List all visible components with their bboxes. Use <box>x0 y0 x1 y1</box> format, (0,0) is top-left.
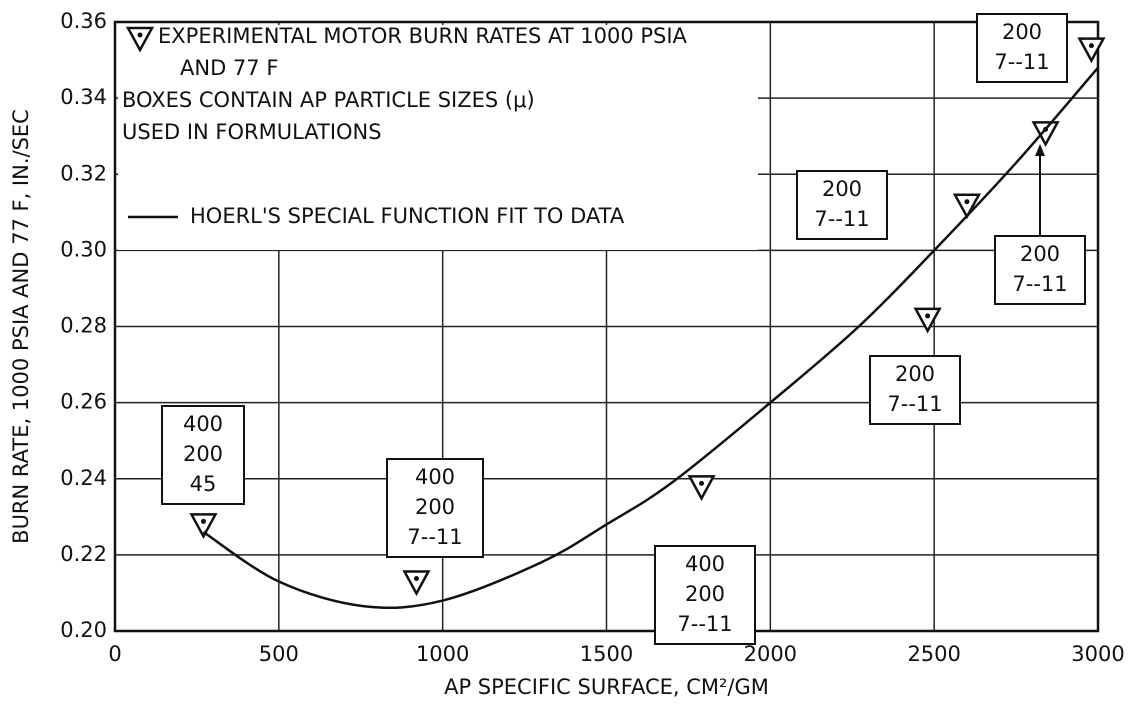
y-axis-label: BURN RATE, 1000 PSIA AND 77 F, IN./SEC <box>9 109 33 544</box>
annotation-text: 200 <box>183 442 223 466</box>
legend-bg <box>118 25 758 250</box>
annotation-text: 400 <box>183 412 223 436</box>
annotation-text: 400 <box>685 552 725 576</box>
annotation-text: 7--11 <box>1012 272 1067 296</box>
x-axis-label: AP SPECIFIC SURFACE, CM²/GM <box>444 675 769 699</box>
marker-triangle <box>687 475 716 501</box>
marker-triangle <box>913 307 942 334</box>
marker-triangle <box>1031 121 1060 147</box>
annotation-text: 200 <box>822 177 862 201</box>
annotation-box <box>654 545 756 645</box>
marker-triangle <box>189 513 218 540</box>
annotation-box <box>161 405 245 505</box>
note: BOXES CONTAIN AP PARTICLE SIZES (μ) USED… <box>122 88 535 144</box>
legend-entry: EXPERIMENTAL MOTOR BURN RATES AT 1000 PS… <box>158 24 687 80</box>
data-point <box>687 475 716 501</box>
annotation-text: 200 <box>415 495 455 519</box>
note-text: BOXES CONTAIN AP PARTICLE SIZES (μ) USED… <box>122 88 535 144</box>
arrow-head <box>1035 144 1045 156</box>
annotation-box <box>386 458 484 558</box>
annotation-box <box>796 170 888 240</box>
legend-entry: HOERL'S SPECIAL FUNCTION FIT TO DATA <box>190 204 625 228</box>
y-tick-label: 0.28 <box>60 314 107 338</box>
plot-frame <box>113 20 1100 633</box>
y-tick-label: 0.24 <box>60 466 107 490</box>
annotation-text: 7--11 <box>994 50 1049 74</box>
data-point <box>189 513 218 540</box>
legend-entry-text: EXPERIMENTAL MOTOR BURN RATES AT 1000 PS… <box>158 24 687 80</box>
annotation-text: 200 <box>1002 20 1042 44</box>
x-tick-label: 500 <box>259 642 299 666</box>
annotation-text: 7--11 <box>407 525 462 549</box>
marker-dot <box>964 199 970 205</box>
x-tick-label: 1000 <box>416 642 469 666</box>
y-tick-label: 0.26 <box>60 390 107 414</box>
annotation-text: 45 <box>190 472 217 496</box>
marker-dot <box>200 518 206 524</box>
y-tick-label: 0.22 <box>60 542 107 566</box>
annotation-text: 7--11 <box>887 392 942 416</box>
marker-triangle <box>125 26 155 53</box>
annotation-box <box>869 355 961 425</box>
y-tick-label: 0.30 <box>60 237 107 261</box>
x-tick-label: 3000 <box>1071 642 1124 666</box>
annotation-text: 200 <box>895 362 935 386</box>
y-tick-label: 0.32 <box>60 161 107 185</box>
annotation-text: 7--11 <box>677 612 732 636</box>
marker-triangle <box>1077 37 1106 64</box>
annotation-text: 200 <box>685 582 725 606</box>
data-point <box>402 570 431 597</box>
marker-triangle <box>402 570 431 597</box>
x-tick-label: 1500 <box>580 642 633 666</box>
marker-dot <box>413 576 419 582</box>
data-point <box>1031 121 1060 147</box>
fit-curve <box>202 66 1099 610</box>
x-tick-label: 0 <box>108 642 121 666</box>
marker-dot <box>1088 43 1094 49</box>
data-point <box>913 307 942 334</box>
marker-dot <box>925 313 931 319</box>
annotation-box <box>976 13 1068 83</box>
legend-marker <box>125 26 155 53</box>
marker-dot <box>137 32 143 38</box>
x-tick-label: 2500 <box>907 642 960 666</box>
y-tick-label: 0.34 <box>60 85 107 109</box>
y-tick-label: 0.36 <box>60 9 107 33</box>
marker-triangle <box>952 193 982 220</box>
data-point <box>952 193 982 220</box>
y-tick-label: 0.20 <box>60 618 107 642</box>
annotation-text: 7--11 <box>814 207 869 231</box>
x-tick-label: 2000 <box>744 642 797 666</box>
marker-dot <box>699 480 705 486</box>
annotation-text: 400 <box>415 465 455 489</box>
annotation-text: 200 <box>1020 242 1060 266</box>
data-point <box>1077 37 1106 64</box>
